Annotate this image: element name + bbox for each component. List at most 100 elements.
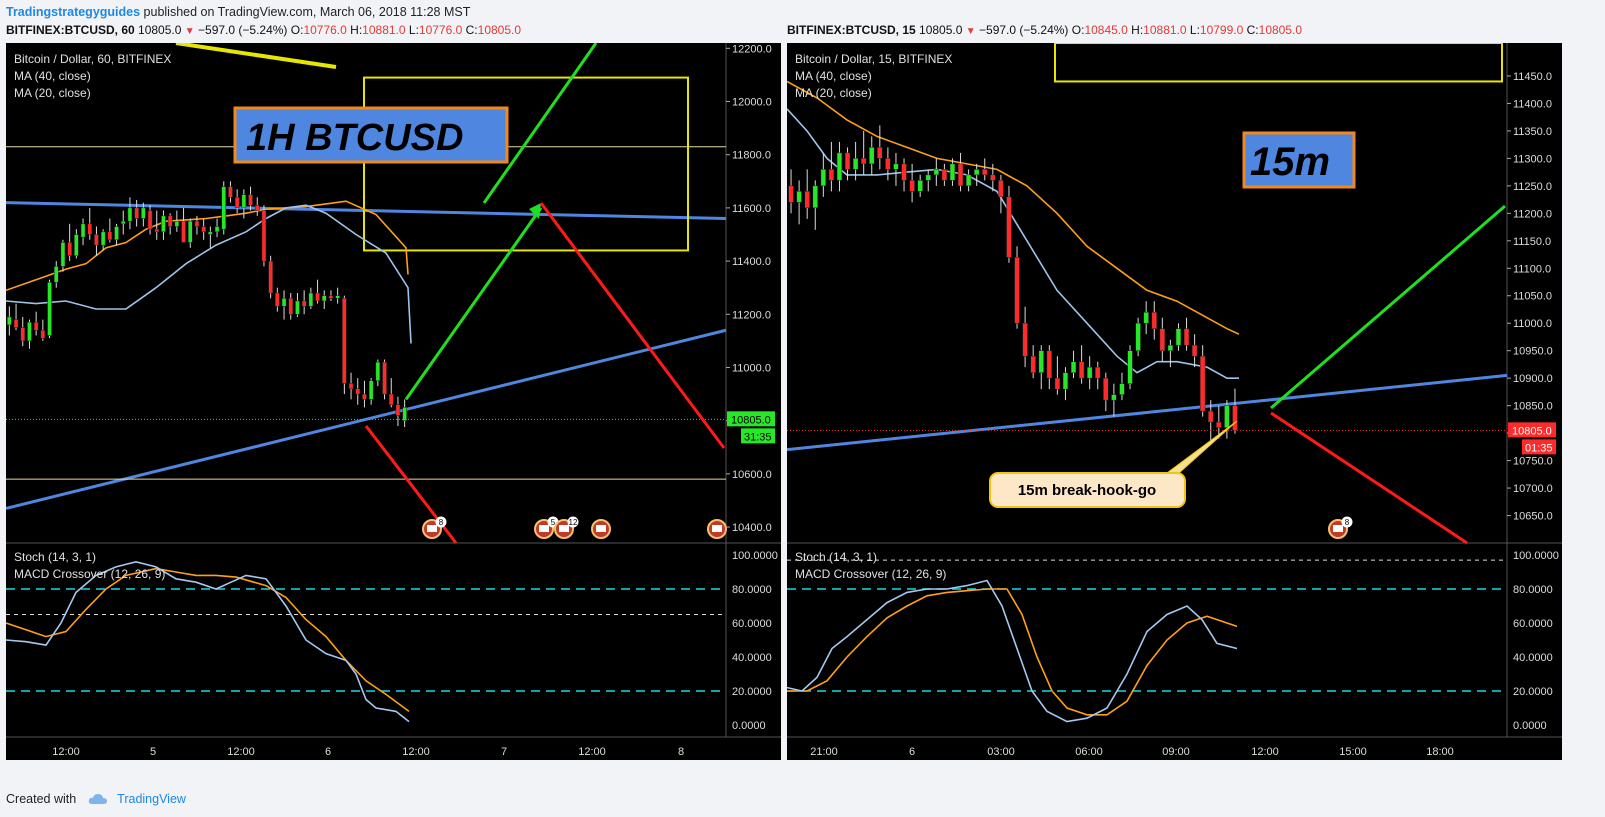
left-event-flag-stripe: [712, 525, 722, 532]
right-candle: [998, 180, 1004, 198]
right-ma40-line: [787, 80, 1240, 335]
left-candle: [141, 207, 146, 219]
left-candle: [315, 292, 320, 302]
right-time-tick: 06:00: [1075, 746, 1103, 758]
right-stoch-tick: 100.0000: [1513, 550, 1559, 562]
left-candle: [74, 234, 79, 257]
author-link[interactable]: Tradingstrategyguides: [6, 5, 141, 19]
left-countdown-label: 31:35: [744, 431, 772, 443]
right-candle: [1224, 405, 1230, 428]
left-candle: [328, 295, 334, 299]
right-stoch-tick: 40.0000: [1513, 652, 1553, 664]
left-stoch-tick: 40.0000: [732, 652, 772, 664]
left-candle: [362, 393, 367, 400]
left-price-tick: 11400.0: [732, 256, 771, 268]
right-stoch-tick: 20.0000: [1513, 686, 1553, 698]
right-candle: [1054, 377, 1061, 390]
left-candle: [181, 220, 186, 243]
left-candle: [288, 298, 294, 315]
right-countdown-badge: [1522, 439, 1556, 455]
right-price-tick: 11450.0: [1513, 71, 1552, 83]
right-candle: [1103, 377, 1109, 401]
right-chart-svg[interactable]: 11450.0 11400.0 11350.0 11300.0 11250.0 11200…: [787, 43, 1562, 760]
left-candle: [208, 231, 213, 235]
right-legend-item: Bitcoin / Dollar, 15, BITFINEX: [795, 52, 952, 66]
tradingview-cloud-icon[interactable]: [88, 793, 108, 805]
right-chart-panel[interactable]: 11450.0 11400.0 11350.0 11300.0 11250.0 11200…: [787, 43, 1562, 760]
left-event-count-badge: [567, 516, 579, 528]
right-high: 10881.0: [1143, 23, 1187, 37]
left-event-flag-stripe: [427, 525, 437, 532]
left-close: 10805.0: [477, 23, 522, 37]
right-candle: [933, 169, 939, 176]
left-candle: [154, 228, 160, 233]
left-candle: [33, 322, 39, 331]
left-candle: [7, 316, 12, 326]
tradingview-link[interactable]: TradingView: [117, 792, 186, 806]
right-candle: [982, 169, 988, 176]
left-candle: [321, 295, 327, 302]
right-candle: [1232, 405, 1238, 431]
right-candle: [965, 174, 972, 187]
left-candle: [368, 380, 374, 400]
right-candle: [893, 163, 899, 170]
right-bull-path-line: [1270, 204, 1506, 410]
right-candle: [1062, 372, 1069, 390]
right-candle: [990, 174, 996, 181]
right-event-count-badge: [1341, 516, 1353, 528]
left-candle: [174, 220, 180, 227]
left-symbol: BITFINEX:BTCUSD, 60: [6, 23, 135, 37]
publish-info: published on TradingView.com, March 06, …: [143, 5, 471, 19]
right-stoch-tick: 60.0000: [1513, 618, 1553, 630]
left-candle: [268, 260, 273, 294]
right-countdown-label: 01:35: [1525, 442, 1553, 454]
right-stoch-legend: Stoch (14, 3, 1): [795, 550, 877, 564]
left-stoch-tick: 100.0000: [732, 550, 778, 562]
left-event-count: 5: [551, 518, 556, 527]
left-candle: [348, 383, 354, 389]
left-stoch-legend: MACD Crossover (12, 26, 9): [14, 567, 165, 581]
left-chart-panel[interactable]: 12200.0 12000.0 11800.0 11600.0 11400.0 11200…: [6, 43, 781, 760]
right-price-tick: 10900.0: [1513, 373, 1553, 385]
right-title-box: [1242, 131, 1356, 189]
left-candle: [395, 404, 401, 416]
left-bull-arrowhead: [529, 203, 541, 219]
left-stoch-legend: Stoch (14, 3, 1): [14, 550, 96, 564]
left-countdown-badge: [741, 428, 775, 444]
right-candle: [820, 169, 826, 187]
right-event-count: 8: [1345, 518, 1350, 527]
left-chart-svg[interactable]: 12200.0 12000.0 11800.0 11600.0 11400.0 11200…: [6, 43, 781, 760]
right-candle: [852, 158, 859, 170]
left-candle: [47, 282, 52, 336]
left-candle: [147, 210, 153, 230]
left-time-tick: 5: [150, 746, 156, 758]
right-last-price-badge: [1508, 422, 1556, 438]
right-last: 10805.0: [919, 23, 963, 37]
right-candle: [869, 147, 875, 165]
left-candle: [201, 226, 206, 233]
right-candle: [917, 180, 923, 192]
left-event-count: 12: [569, 518, 578, 527]
left-price-tick: 12200.0: [732, 43, 772, 55]
left-candle: [187, 220, 193, 243]
left-price-tick: 11000.0: [732, 362, 771, 374]
left-price-tick: 11600.0: [732, 203, 771, 215]
right-candle: [1183, 328, 1190, 346]
right-price-tick: 11200.0: [1513, 208, 1552, 220]
right-candle: [844, 152, 851, 170]
created-with-label: Created with: [6, 792, 77, 806]
footer: Created with TradingView: [6, 792, 186, 806]
right-down-arrow-icon: ▼: [965, 26, 976, 37]
right-callout-label: 15m break-hook-go: [1018, 482, 1156, 499]
left-candle: [308, 292, 314, 307]
left-stoch-k-line: [6, 560, 410, 723]
right-candle: [974, 169, 980, 176]
left-candle: [27, 322, 32, 342]
left-candle: [60, 242, 66, 267]
right-legend-item: MA (40, close): [795, 69, 872, 83]
left-bull-continuation-line: [482, 43, 598, 204]
right-candle: [877, 147, 883, 159]
right-candle: [836, 152, 843, 181]
right-stoch-d-line: [787, 588, 1238, 716]
right-candle: [1006, 196, 1012, 258]
